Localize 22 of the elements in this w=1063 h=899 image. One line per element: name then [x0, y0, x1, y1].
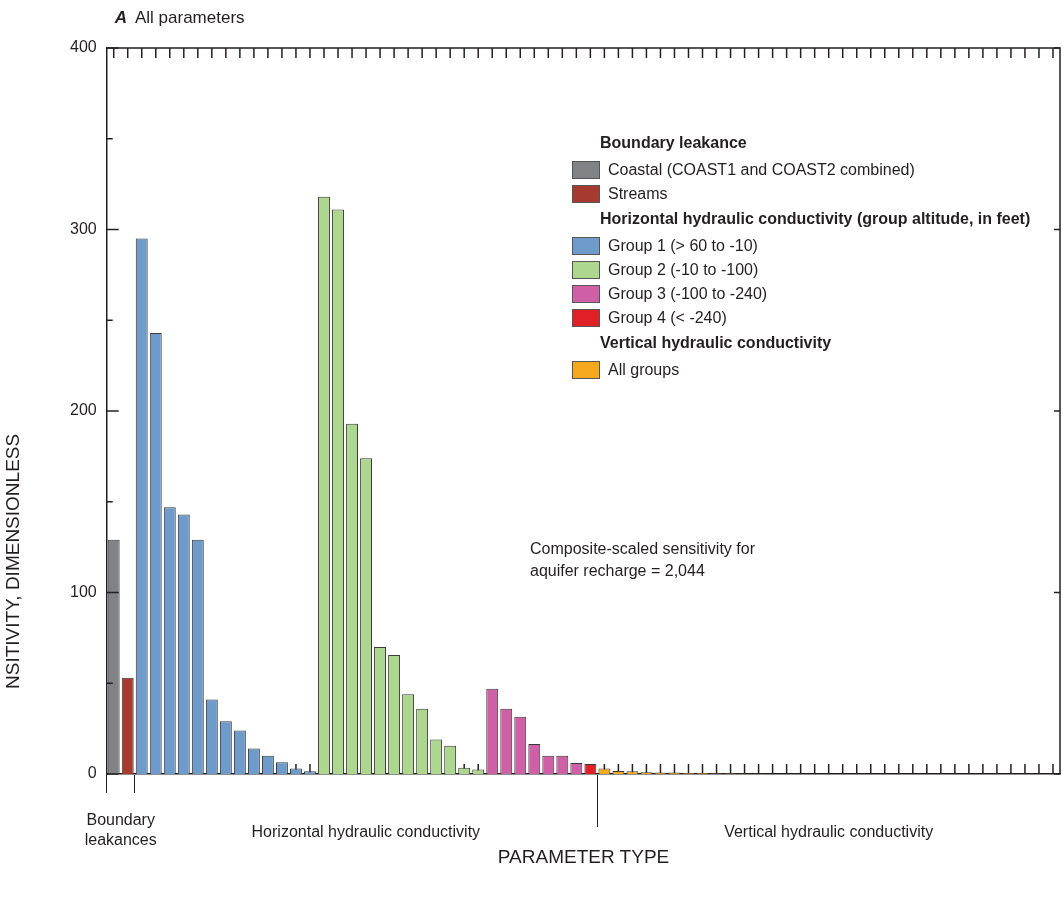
legend-label: Group 2 (-10 to -100): [608, 261, 759, 279]
legend-label: Group 1 (> 60 to -10): [608, 237, 758, 255]
annotation: Horizontal hydraulic conductivity (group altitude, in feet): [600, 210, 1031, 228]
y-tick-label: 400: [69, 38, 97, 56]
y-tick-label: 200: [69, 401, 97, 419]
text: Vertical hydraulic conductivity: [724, 822, 934, 842]
annotation: Composite-scaled sensitivity for aquifer recharge = 2,044: [530, 539, 756, 581]
legend-label: Streams: [608, 185, 668, 203]
text: Horizontal hydraulic conductivity: [251, 822, 481, 842]
y-tick-label: 300: [69, 219, 97, 237]
y-axis-title: NSITIVITY, DIMENSIONLESS: [2, 433, 24, 689]
legend-label: Group 4 (< -240): [608, 309, 727, 327]
y-tick-label: 0: [87, 764, 97, 782]
annotation: Boundary leakance: [600, 134, 748, 152]
x-axis-title: PARAMETER TYPE: [497, 846, 670, 868]
annotation: Vertical hydraulic conductivity: [600, 334, 833, 352]
text: Boundary leakances: [83, 810, 158, 850]
y-tick-label: 100: [69, 582, 97, 600]
legend-label: All groups: [608, 361, 680, 379]
legend-label: Coastal (COAST1 and COAST2 combined): [608, 161, 915, 179]
legend-label: Group 3 (-100 to -240): [608, 285, 768, 303]
chart-title: A All parameters: [114, 8, 245, 27]
